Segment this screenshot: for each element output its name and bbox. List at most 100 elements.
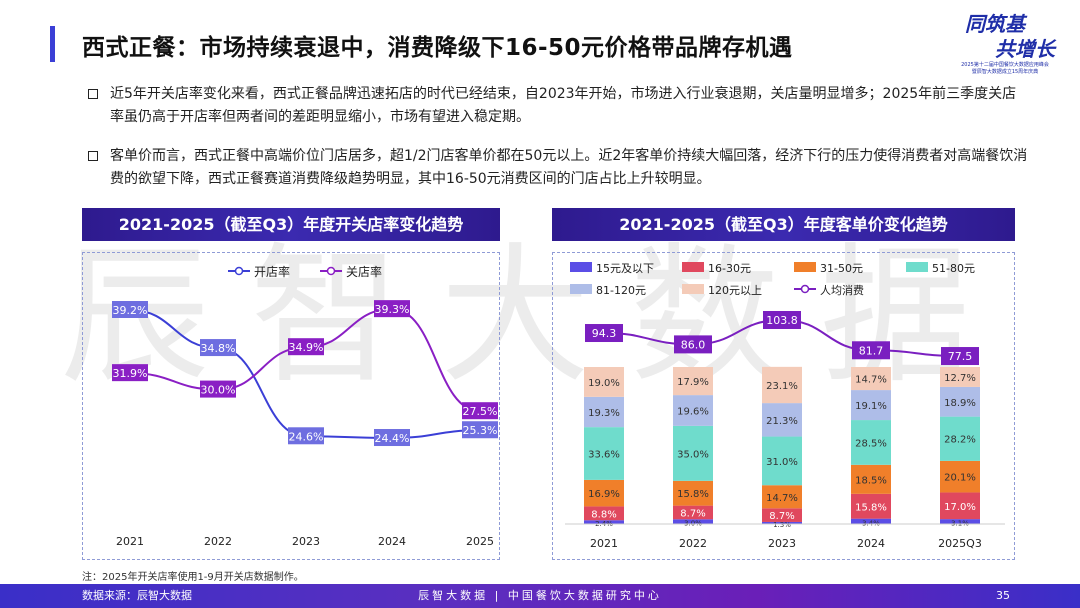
logo-line3: 2025第十二届中国餐饮大数据应用峰会	[961, 62, 1049, 68]
bar-segment	[762, 485, 802, 509]
bar-segment	[584, 520, 624, 524]
data-label: 25.3%	[463, 424, 498, 437]
data-label-bg	[374, 300, 410, 318]
data-label-bg	[112, 301, 148, 318]
series-line-0	[129, 309, 481, 440]
data-label-bg	[374, 429, 410, 447]
data-label: 94.3	[592, 327, 617, 340]
bar-segment-label: 19.3%	[588, 408, 620, 419]
bar-segment	[673, 480, 713, 506]
footer: 数据来源：辰智大数据 辰智大数据 | 中国餐饮大数据研究中心 35	[0, 584, 1080, 608]
data-label-bg	[200, 380, 236, 398]
page-title: 西式正餐：市场持续衰退中，消费降级下16-50元价格带品牌存机遇	[82, 35, 793, 61]
legend-label: 51-80元	[932, 262, 975, 275]
data-label: 77.5	[948, 350, 973, 363]
bar-segment-label: 14.7%	[766, 493, 798, 504]
bar-segment	[584, 479, 624, 507]
page-number: 35	[996, 589, 1010, 602]
bar-segment	[584, 367, 624, 397]
bar-segment	[762, 508, 802, 522]
data-label: 31.9%	[113, 367, 148, 380]
bar-segment	[762, 366, 802, 404]
bar-segment-label: 20.1%	[944, 473, 976, 484]
data-label: 39.2%	[113, 304, 148, 317]
bar-segment	[762, 521, 802, 524]
bullet-1: 近5年开关店率变化来看，西式正餐品牌迅速拓店的时代已经结束，自2023年开始，市…	[88, 83, 1028, 129]
left-chart-title: 2021-2025（截至Q3）年度开关店率变化趋势	[82, 208, 500, 241]
x-tick-label: 2025	[466, 535, 494, 548]
legend-label: 16-30元	[708, 262, 751, 275]
bar-segment-label: 28.2%	[944, 435, 976, 446]
bar-segment-label: 18.9%	[944, 398, 976, 409]
footer-center: 辰智大数据 | 中国餐饮大数据研究中心	[418, 589, 662, 602]
bar-segment	[851, 518, 891, 524]
bar-segment	[940, 519, 980, 524]
bar-segment	[673, 367, 713, 396]
legend-swatch	[570, 262, 592, 272]
bar-segment	[940, 386, 980, 417]
bar-segment	[940, 416, 980, 461]
bar-segment	[584, 506, 624, 521]
data-label-bg	[674, 335, 712, 354]
data-label-bg	[288, 427, 324, 445]
bar-segment	[940, 460, 980, 493]
event-logo: 同筑基 共增长 2025第十二届中国餐饮大数据应用峰会 暨辰智大数据成立15周年…	[940, 8, 1070, 76]
legend-label: 120元以上	[708, 284, 762, 297]
bar-segment	[851, 367, 891, 391]
bar-segment-label: 8.7%	[680, 508, 705, 519]
legend-swatch	[906, 262, 928, 272]
bar-segment-label: 33.6%	[588, 450, 620, 461]
bar-segment-label: 19.1%	[855, 401, 887, 412]
bar-segment-label: 8.8%	[591, 509, 616, 520]
data-label: 103.8	[766, 314, 798, 327]
bar-segment	[673, 505, 713, 520]
logo-line1: 同筑基	[965, 12, 1025, 36]
legend-marker	[234, 266, 244, 276]
logo-line2: 共增长	[995, 37, 1055, 61]
bar-segment	[584, 396, 624, 428]
data-label: 39.3%	[375, 303, 410, 316]
data-label-bg	[763, 311, 801, 329]
bar-segment-label: 14.7%	[855, 375, 887, 386]
x-tick-label: 2023	[292, 535, 320, 548]
data-label: 86.0	[681, 338, 706, 351]
x-tick-label: 2021	[116, 535, 144, 548]
bar-segment-label: 18.5%	[855, 475, 887, 486]
data-label: 34.8%	[201, 342, 236, 355]
bar-segment	[762, 436, 802, 486]
legend-marker	[326, 266, 336, 276]
data-label: 24.4%	[375, 432, 410, 445]
bar-segment-label: 19.0%	[588, 378, 620, 389]
data-label: 81.7	[859, 344, 884, 357]
bullet-text: 近5年开关店率变化来看，西式正餐品牌迅速拓店的时代已经结束，自2023年开始，市…	[110, 86, 1017, 125]
bar-segment	[851, 493, 891, 519]
data-label: 30.0%	[201, 384, 236, 397]
bar-segment-label: 28.5%	[855, 438, 887, 449]
data-label: 34.9%	[289, 341, 324, 354]
legend-label-1: 关店率	[346, 264, 382, 279]
data-label-bg	[462, 421, 498, 439]
series-line-1	[129, 308, 481, 413]
right-chart-frame	[552, 252, 1015, 560]
bar-segment-label: 17.9%	[677, 377, 709, 388]
footer-source: 数据来源：辰智大数据	[82, 589, 192, 602]
bar-segment	[673, 519, 713, 524]
legend-swatch	[682, 284, 704, 294]
bar-segment-label: 3.4%	[862, 519, 880, 527]
bar-segment	[940, 367, 980, 387]
right-chart-title: 2021-2025（截至Q3）年度客单价变化趋势	[552, 208, 1015, 241]
legend-swatch	[682, 262, 704, 272]
logo-line4: 暨辰智大数据成立15周年庆典	[971, 69, 1039, 75]
data-label-bg	[112, 364, 148, 382]
bar-segment-label: 16.9%	[588, 489, 620, 500]
square-bullet-icon	[88, 89, 98, 99]
data-label-bg	[288, 338, 324, 356]
title-accent-bar	[50, 26, 55, 62]
bar-segment-label: 35.0%	[677, 449, 709, 460]
bar-segment-label: 19.6%	[677, 406, 709, 417]
data-label-bg	[852, 341, 890, 360]
bar-segment	[851, 420, 891, 465]
bar-segment	[762, 403, 802, 437]
x-tick-label: 2024	[857, 537, 885, 550]
legend-label: 31-50元	[820, 262, 863, 275]
